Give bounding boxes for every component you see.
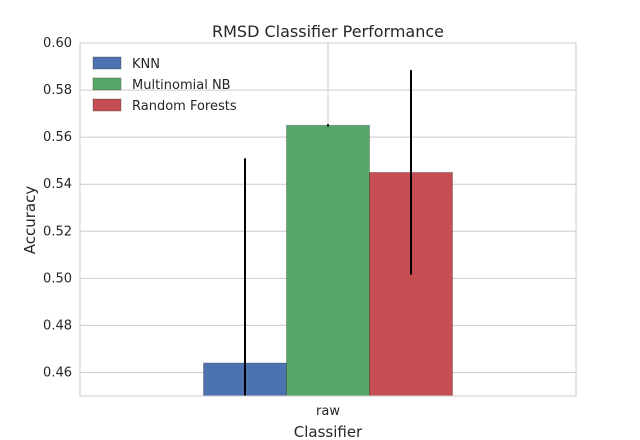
legend: KNN Multinomial NB Random Forests (92, 56, 237, 114)
legend-swatch (92, 77, 122, 91)
error-bars (244, 70, 412, 396)
y-tick-label: 0.46 (43, 365, 72, 380)
plot-frame (79, 42, 577, 397)
y-axis-label: Accuracy (21, 186, 39, 255)
bar (286, 124, 370, 397)
legend-swatch (92, 98, 122, 112)
plot-area (79, 42, 577, 397)
x-axis-label: Classifier (294, 423, 363, 440)
y-tick-label: 0.48 (43, 318, 72, 333)
chart-title: RMSD Classifier Performance (212, 22, 444, 41)
y-tick-label: 0.54 (43, 177, 72, 192)
x-axis-ticks: raw (316, 404, 340, 419)
legend-label: KNN (132, 57, 160, 72)
y-axis-ticks: 0.46 0.48 0.50 0.52 0.54 0.56 0.58 0.60 (43, 36, 72, 380)
y-tick-label: 0.58 (43, 83, 72, 98)
x-tick-label: raw (316, 404, 340, 419)
y-tick-label: 0.60 (43, 36, 72, 51)
y-tick-label: 0.50 (43, 271, 72, 286)
legend-label: Multinomial NB (132, 78, 231, 93)
legend-swatch (92, 56, 122, 70)
y-tick-label: 0.56 (43, 130, 72, 145)
y-tick-label: 0.52 (43, 224, 72, 239)
legend-label: Random Forests (132, 99, 237, 114)
